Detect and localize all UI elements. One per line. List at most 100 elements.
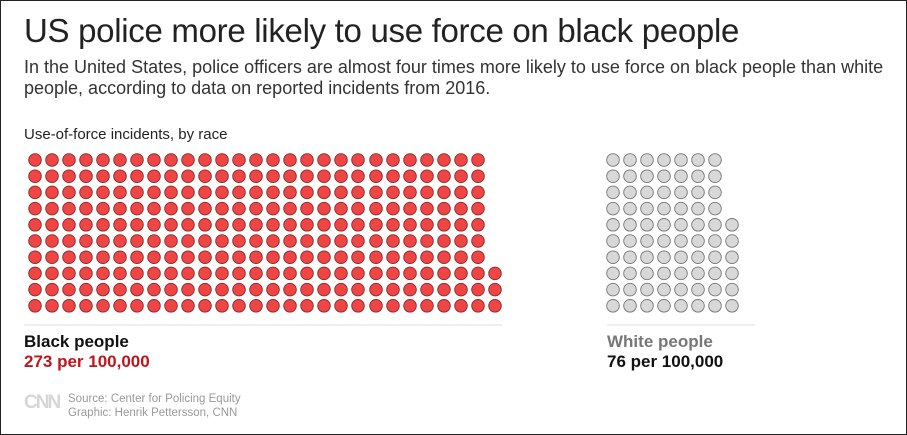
black-people-dot — [28, 250, 42, 264]
black-people-dot — [113, 169, 127, 183]
black-people-dot — [403, 282, 417, 297]
black-people-dot — [266, 153, 280, 167]
white-people-dot — [708, 201, 722, 216]
black-people-dot — [351, 153, 365, 167]
white-people-dot — [691, 153, 705, 167]
white-people-dot — [657, 218, 671, 232]
black-people-dot — [79, 218, 93, 232]
black-people-dot — [181, 185, 195, 200]
black-people-dot — [113, 201, 127, 216]
black-people-dot — [113, 218, 127, 232]
black-people-dot — [62, 218, 76, 232]
white-people-dot — [725, 218, 739, 232]
black-people-dot — [45, 299, 59, 313]
black-people-dot — [96, 185, 110, 200]
white-people-dot — [725, 234, 739, 248]
black-people-dot — [403, 250, 417, 264]
black-people-dot — [232, 282, 246, 297]
white-people-dot — [606, 218, 620, 232]
black-people-dot — [215, 282, 229, 297]
white-people-dot — [708, 282, 722, 297]
black-people-dot — [147, 185, 161, 200]
white-people-dot — [640, 169, 654, 183]
black-people-dot — [62, 169, 76, 183]
black-people-dot — [96, 169, 110, 183]
black-people-dot — [334, 153, 348, 167]
white-people-dot — [606, 201, 620, 216]
white-people-dot — [657, 266, 671, 281]
black-people-dot — [164, 185, 178, 200]
black-people-dot — [317, 153, 331, 167]
white-people-dot — [640, 153, 654, 167]
black-people-dot — [283, 250, 297, 264]
black-divider — [24, 324, 502, 326]
black-people-dot — [437, 266, 451, 281]
white-divider — [607, 324, 755, 326]
black-people-dot — [215, 153, 229, 167]
black-people-dot — [181, 299, 195, 313]
black-people-dot — [283, 153, 297, 167]
black-people-dot — [215, 299, 229, 313]
white-people-dot — [657, 299, 671, 313]
black-people-dot — [300, 218, 314, 232]
black-people-dot — [437, 201, 451, 216]
black-people-dot — [147, 266, 161, 281]
black-people-dot — [351, 185, 365, 200]
black-people-dot — [198, 299, 212, 313]
black-people-dot — [369, 282, 383, 297]
black-people-dot — [471, 266, 485, 281]
black-people-dot — [266, 201, 280, 216]
black-people-dot — [249, 299, 263, 313]
white-people-dot — [657, 153, 671, 167]
black-people-dot — [45, 218, 59, 232]
black-people-dot — [471, 201, 485, 216]
black-people-dot — [130, 282, 144, 297]
white-people-dot — [674, 299, 688, 313]
black-people-dot — [317, 218, 331, 232]
black-people-dot — [96, 218, 110, 232]
black-people-dot — [215, 201, 229, 216]
black-people-dot — [334, 282, 348, 297]
black-people-dot — [147, 282, 161, 297]
black-people-dot — [130, 201, 144, 216]
black-people-dot — [369, 153, 383, 167]
white-people-dot — [657, 201, 671, 216]
black-people-dot — [147, 153, 161, 167]
black-people-dot — [300, 282, 314, 297]
white-people-dot — [708, 250, 722, 264]
black-people-dot — [164, 299, 178, 313]
black-people-dot — [215, 218, 229, 232]
black-people-dot — [232, 185, 246, 200]
black-people-dot — [130, 250, 144, 264]
black-people-dot — [351, 299, 365, 313]
black-people-dot — [283, 266, 297, 281]
white-people-dot — [691, 185, 705, 200]
black-people-dot — [283, 234, 297, 248]
white-people-dot — [725, 282, 739, 297]
black-people-dot — [420, 266, 434, 281]
black-people-dot — [215, 185, 229, 200]
black-people-dot — [181, 234, 195, 248]
black-people-dot — [249, 266, 263, 281]
black-people-dot — [351, 282, 365, 297]
white-people-dot — [606, 234, 620, 248]
white-people-dot — [691, 234, 705, 248]
black-people-dot — [79, 250, 93, 264]
black-people-dot — [454, 299, 468, 313]
black-people-dot — [96, 153, 110, 167]
black-people-dot — [283, 282, 297, 297]
black-people-dot — [198, 185, 212, 200]
black-people-dot — [28, 185, 42, 200]
white-people-dot — [708, 153, 722, 167]
black-people-dot — [300, 153, 314, 167]
black-people-dot — [386, 250, 400, 264]
black-people-dot — [454, 169, 468, 183]
black-people-dot — [420, 234, 434, 248]
black-people-dot — [62, 153, 76, 167]
black-people-dot — [62, 299, 76, 313]
black-people-dot — [164, 201, 178, 216]
black-people-dot — [386, 201, 400, 216]
white-people-dot — [657, 250, 671, 264]
black-people-dot — [471, 169, 485, 183]
credit-text: Graphic: Henrik Pettersson, CNN — [68, 407, 238, 419]
